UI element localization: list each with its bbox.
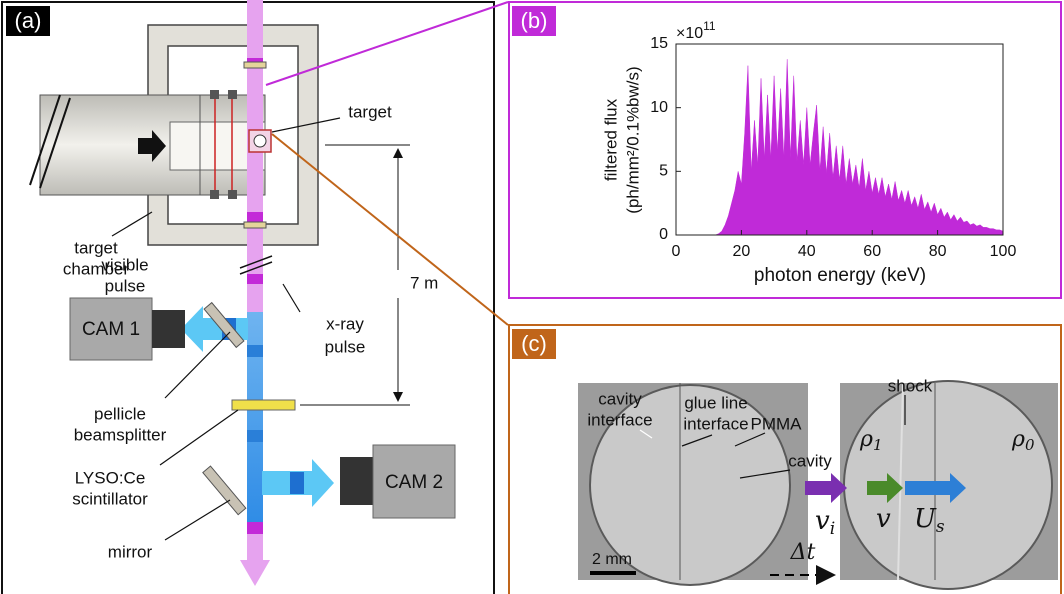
label: LYSO:Ce (75, 468, 146, 487)
label: PMMA (751, 414, 803, 433)
subscript: s (936, 517, 945, 537)
x-tick-label: 20 (733, 243, 751, 260)
symbol: U (914, 504, 937, 534)
y-tick-label: 10 (650, 99, 668, 116)
label: pellicle (94, 404, 146, 423)
scale-label: 2 mm (592, 551, 632, 568)
label: CAM 1 (82, 319, 140, 340)
panel-a: (a) target target chamber visible pulse … (2, 0, 494, 594)
x-tick-label: 80 (929, 243, 947, 260)
label: v (876, 504, 891, 534)
label: visible (101, 255, 148, 274)
symbol: ρ (859, 427, 873, 452)
y-tick-label: 0 (659, 226, 668, 243)
panel-label: (c) (521, 331, 547, 356)
label: pulse (105, 276, 146, 295)
subscript: 1 (873, 436, 883, 454)
subscript: 0 (1025, 436, 1035, 454)
label: 7 m (410, 273, 438, 292)
label: shock (888, 376, 933, 395)
label: pulse (325, 337, 366, 356)
multiplier-exponent: 11 (703, 19, 716, 33)
symbol: v (815, 506, 830, 536)
panel-label: (a) (15, 8, 42, 33)
x-tick-label: 60 (863, 243, 881, 260)
x-axis-label: photon energy (keV) (754, 265, 926, 286)
label: beamsplitter (74, 425, 167, 444)
label: CAM 2 (385, 472, 443, 493)
y-tick-label: 5 (659, 163, 668, 180)
label: mirror (108, 542, 153, 561)
subscript: i (830, 519, 835, 539)
label: interface (683, 414, 748, 433)
x-tick-label: 0 (672, 243, 681, 260)
y-axis-label: filtered flux (601, 98, 620, 181)
label: glue line (684, 393, 747, 412)
label: interface (587, 410, 652, 429)
label: cavity (598, 389, 642, 408)
y-tick-label: 15 (650, 35, 668, 52)
multiplier-base: ×10 (676, 25, 703, 42)
panel-label: (b) (521, 8, 548, 33)
figure: (a) target target chamber visible pulse … (0, 0, 1064, 594)
x-tick-label: 40 (798, 243, 816, 260)
panel-c: (c) cavity interface glue line interface… (509, 325, 1061, 594)
y-axis-label: (ph/mm²/0.1%bw/s) (623, 66, 642, 213)
panel-b: (b) filtered flux (ph/mm²/0.1%bw/s) phot… (509, 2, 1061, 298)
symbol: ρ (1011, 427, 1025, 452)
label: scintillator (72, 489, 148, 508)
x-tick-label: 100 (990, 243, 1017, 260)
label: Δt (790, 540, 816, 565)
label: x-ray (326, 314, 364, 333)
label: target (348, 102, 392, 121)
label: cavity (788, 451, 832, 470)
